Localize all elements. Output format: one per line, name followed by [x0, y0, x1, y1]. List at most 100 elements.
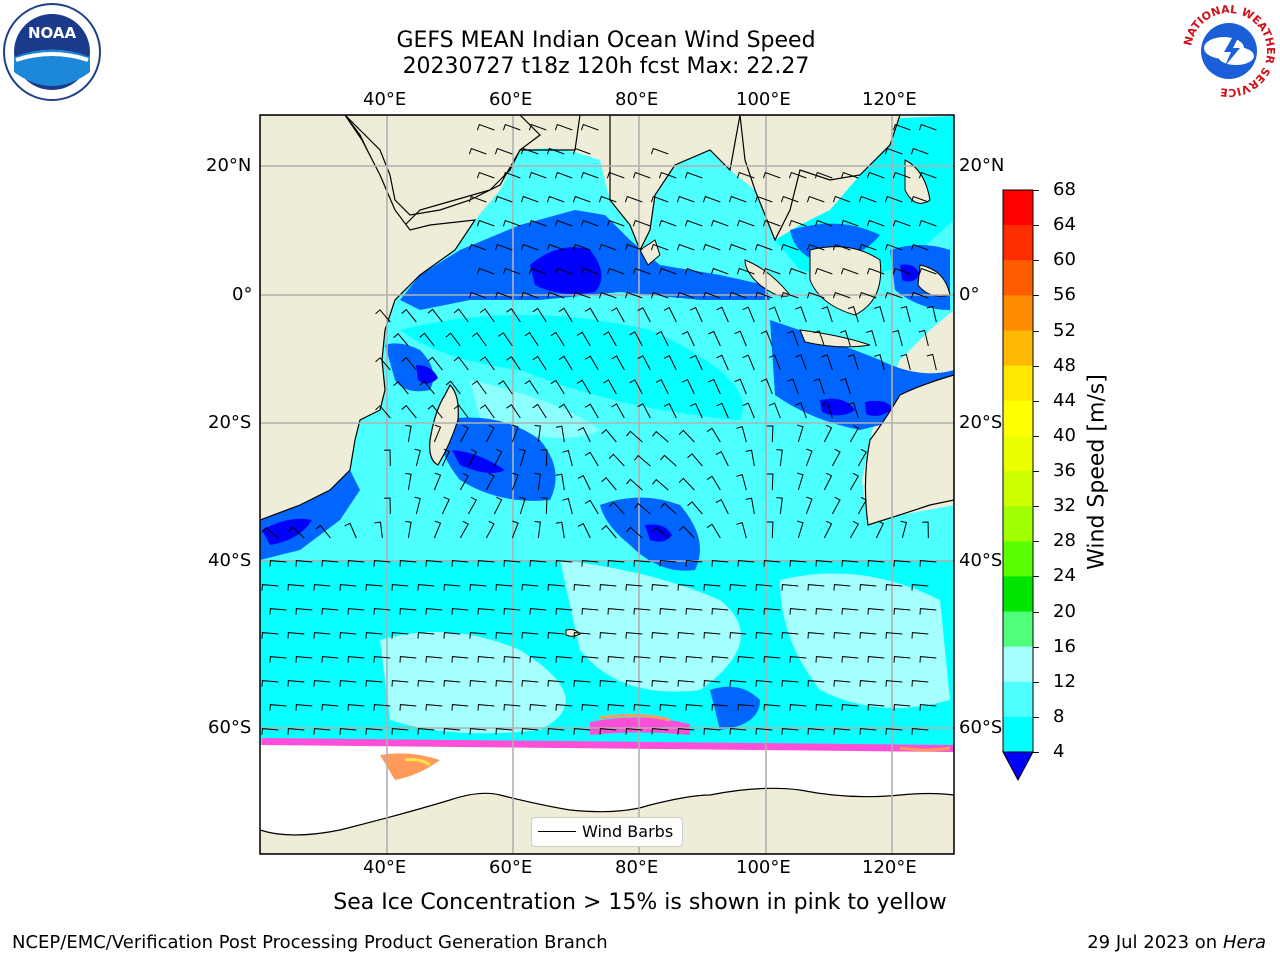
- wind-barb: [529, 608, 547, 615]
- wind-barb: [555, 560, 573, 567]
- wind-barb: [606, 267, 625, 275]
- wind-barb: [874, 353, 885, 371]
- wind-barb: [391, 728, 409, 735]
- wind-barb: [651, 728, 669, 735]
- wind-barb: [399, 560, 417, 567]
- wind-barb: [660, 502, 677, 515]
- colorbar-segment: [1003, 611, 1033, 648]
- colorbar-segment: [1003, 435, 1033, 472]
- wind-barb: [573, 728, 591, 735]
- lat-tick-right-60s: 60°S: [959, 717, 1003, 738]
- wind-barb: [728, 291, 747, 299]
- wind-barb: [655, 379, 669, 395]
- wind-barb: [637, 403, 651, 419]
- wind-barb: [911, 728, 929, 735]
- wind-barb: [601, 428, 617, 443]
- colorbar-tick-mark: [1033, 295, 1039, 297]
- wind-barb: [393, 332, 409, 347]
- wind-barb: [529, 656, 547, 663]
- wind-barb: [521, 584, 539, 591]
- india-landmass: [609, 115, 741, 252]
- wind-barb: [524, 379, 539, 395]
- wind-barb: [708, 330, 721, 347]
- wind-barb: [503, 704, 521, 711]
- wind-barb: [493, 448, 503, 467]
- wind-barb: [546, 243, 565, 251]
- wind-barb: [598, 243, 617, 251]
- wind-barb: [476, 219, 495, 227]
- wind-barb: [918, 171, 937, 179]
- wind-barb: [365, 728, 383, 735]
- lat-tick-left-40s: 40°S: [208, 550, 252, 571]
- wind-barb: [797, 472, 804, 491]
- wind-barb: [468, 243, 487, 251]
- wind-barb: [710, 219, 729, 227]
- wind-barb: [715, 451, 729, 467]
- wind-barb: [821, 402, 833, 419]
- wind-barb: [755, 728, 773, 735]
- wind-barb: [629, 379, 643, 395]
- wind-barb: [441, 496, 450, 515]
- wind-barb: [495, 584, 513, 591]
- wind-barb: [467, 448, 477, 467]
- wind-barb: [833, 584, 851, 591]
- wind-barb: [532, 307, 547, 323]
- footer-date: 29 Jul 2023 on Hera: [1087, 932, 1266, 953]
- colorbar-segment: [1003, 576, 1033, 612]
- wind-barb: [469, 680, 487, 687]
- wind-barb: [788, 267, 807, 275]
- wind-barb: [425, 560, 443, 567]
- wind-barb: [344, 522, 357, 539]
- wind-barb: [737, 608, 755, 615]
- wind-barb: [262, 526, 279, 539]
- wind-barb: [742, 354, 755, 371]
- wind-barb: [768, 402, 781, 419]
- wind-barb: [540, 449, 548, 467]
- lat-tick-left-20n: 20°N: [206, 155, 252, 176]
- wind-barb: [755, 680, 773, 687]
- lon-tick-bottom-120e: 120°E: [862, 857, 917, 878]
- lon-tick-bottom-40e: 40°E: [363, 857, 407, 878]
- wind-barb: [737, 560, 755, 567]
- wind-barb: [633, 656, 651, 663]
- wind-barb: [477, 560, 495, 567]
- wind-barb: [601, 476, 617, 491]
- colorbar: [1002, 189, 1034, 782]
- wind-barb: [401, 308, 417, 323]
- wind-barb: [706, 523, 721, 539]
- wind-barb: [471, 332, 487, 347]
- wind-barb: [849, 520, 859, 539]
- colorbar-tick-label: 56: [1053, 284, 1076, 306]
- colorbar-tick-label: 28: [1053, 530, 1076, 552]
- wind-barb: [339, 632, 357, 639]
- wind-barb: [884, 147, 903, 155]
- wind-barb: [584, 403, 599, 419]
- wind-barb: [677, 632, 695, 639]
- wind-barb: [706, 475, 721, 491]
- wind-barb: [858, 243, 877, 251]
- wind-barb: [681, 330, 695, 347]
- wind-barb: [711, 560, 729, 567]
- wind-barb: [754, 195, 773, 203]
- wind-barb: [745, 449, 755, 467]
- wind-barb: [626, 478, 643, 491]
- wind-barb: [729, 728, 747, 735]
- colorbar-tick-mark: [1033, 471, 1039, 472]
- sea-ice-caption: Sea Ice Concentration > 15% is shown in …: [333, 890, 947, 915]
- wind-barb: [789, 608, 807, 615]
- wind-barb: [626, 526, 643, 539]
- wind-barb: [451, 608, 469, 615]
- lat-tick-right-20s: 20°S: [959, 412, 1003, 433]
- wind-barb: [581, 704, 599, 711]
- wind-barb: [650, 147, 669, 155]
- wind-barb: [546, 291, 565, 299]
- wind-barb: [467, 496, 477, 515]
- wind-barb: [506, 403, 521, 419]
- wind-barb: [832, 243, 851, 251]
- wind-barb: [926, 353, 937, 371]
- wind-barb: [885, 584, 903, 591]
- wind-barb: [584, 499, 599, 515]
- wind-barb: [417, 728, 435, 735]
- wind-barb: [760, 378, 773, 395]
- wind-barb: [607, 656, 625, 663]
